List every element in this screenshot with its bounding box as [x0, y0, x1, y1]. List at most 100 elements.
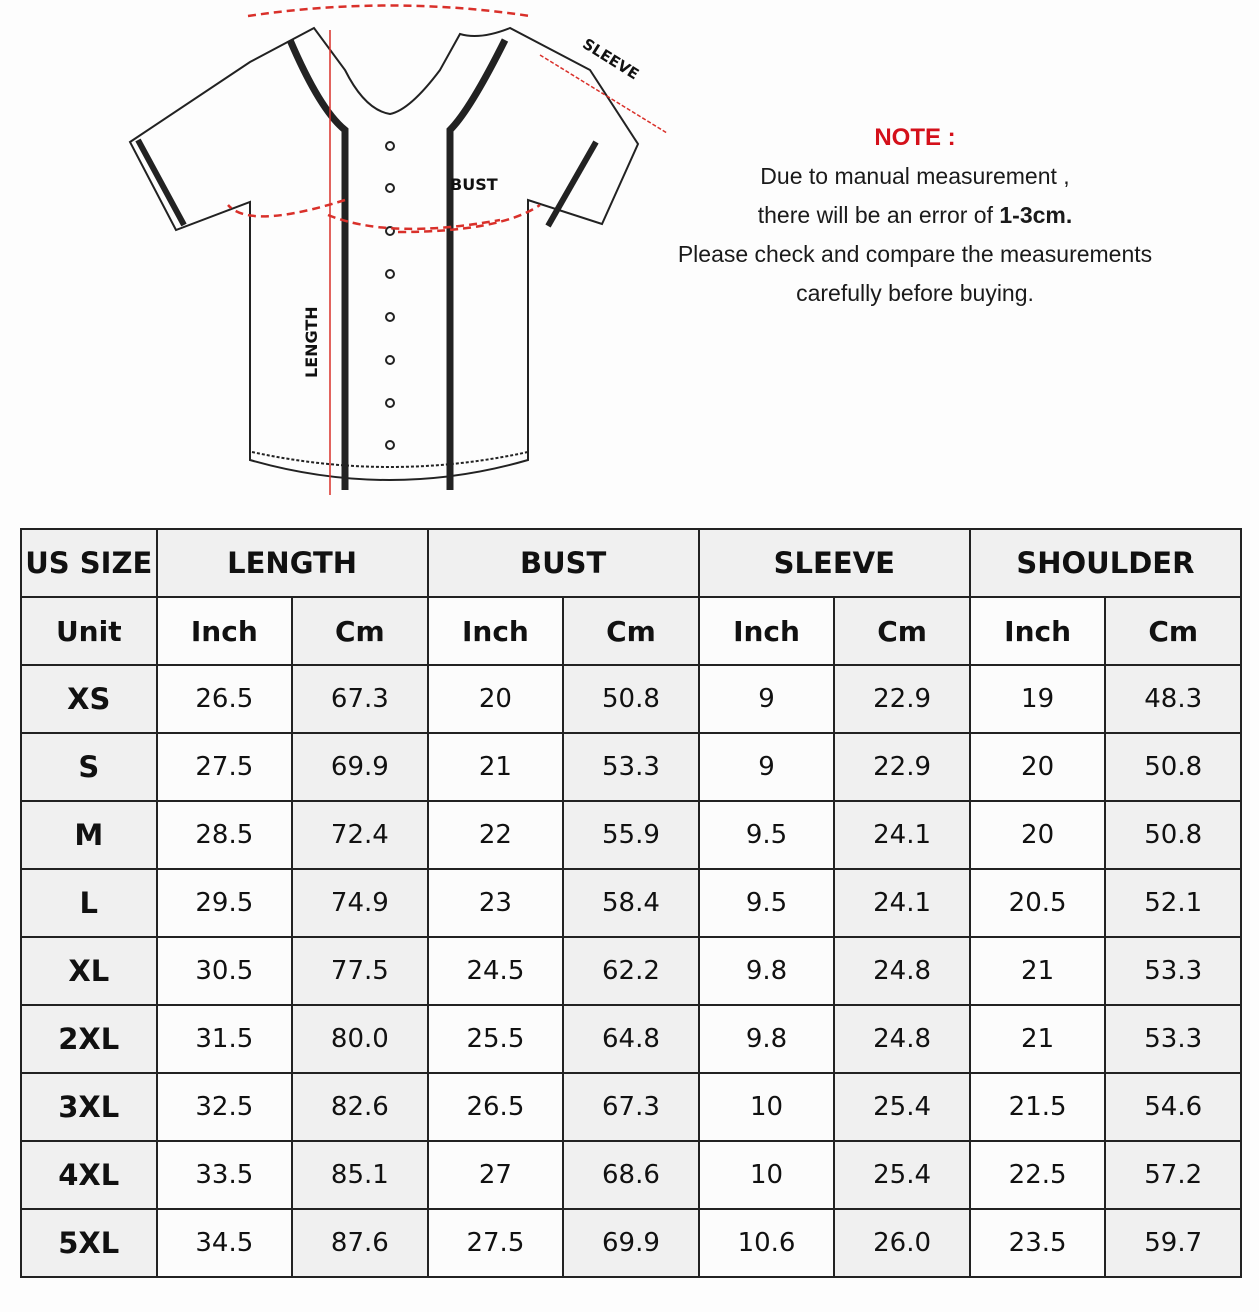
value-cell: 24.5: [426, 936, 565, 1006]
value-cell: 29.5: [155, 868, 294, 938]
value-cell: 52.1: [1104, 868, 1242, 938]
table-row: S 27.5 69.9 21 53.3 9 22.9 20 50.8: [20, 732, 1242, 802]
button-icons: [385, 141, 395, 450]
size-cell: M: [20, 800, 158, 870]
value-cell: 50.8: [1104, 800, 1242, 870]
value-cell: 22.9: [833, 664, 971, 734]
unit-cell: Cm: [291, 596, 429, 666]
value-cell: 69.9: [562, 1208, 700, 1278]
value-cell: 55.9: [562, 800, 700, 870]
value-cell: 30.5: [155, 936, 294, 1006]
value-cell: 27.5: [426, 1208, 565, 1278]
value-cell: 53.3: [562, 732, 700, 802]
value-cell: 20: [968, 800, 1107, 870]
note-line: carefully before buying.: [796, 280, 1034, 306]
size-cell: 5XL: [20, 1208, 158, 1278]
value-cell: 31.5: [155, 1004, 294, 1074]
table-row: L 29.5 74.9 23 58.4 9.5 24.1 20.5 52.1: [20, 868, 1242, 938]
size-cell: 4XL: [20, 1140, 158, 1210]
note-text: there will be an error of: [757, 202, 1000, 228]
value-cell: 21.5: [968, 1072, 1107, 1142]
value-cell: 24.8: [833, 1004, 971, 1074]
value-cell: 53.3: [1104, 936, 1242, 1006]
table-row: 4XL 33.5 85.1 27 68.6 10 25.4 22.5 57.2: [20, 1140, 1242, 1210]
value-cell: 27: [426, 1140, 565, 1210]
table-row: M 28.5 72.4 22 55.9 9.5 24.1 20 50.8: [20, 800, 1242, 870]
value-cell: 22.9: [833, 732, 971, 802]
unit-cell: Cm: [562, 596, 700, 666]
note-title: NOTE :: [874, 124, 956, 151]
value-cell: 48.3: [1104, 664, 1242, 734]
value-cell: 54.6: [1104, 1072, 1242, 1142]
value-cell: 62.2: [562, 936, 700, 1006]
value-cell: 22.5: [968, 1140, 1107, 1210]
header-cell: US SIZE: [20, 528, 158, 598]
error-range: 1-3cm.: [999, 202, 1073, 228]
value-cell: 19: [968, 664, 1107, 734]
value-cell: 24.8: [833, 936, 971, 1006]
size-cell: 3XL: [20, 1072, 158, 1142]
value-cell: 23: [426, 868, 565, 938]
size-cell: XL: [20, 936, 158, 1006]
length-label: LENGTH: [302, 306, 321, 378]
value-cell: 82.6: [291, 1072, 429, 1142]
value-cell: 9: [697, 732, 836, 802]
value-cell: 21: [426, 732, 565, 802]
value-cell: 85.1: [291, 1140, 429, 1210]
value-cell: 21: [968, 1004, 1107, 1074]
value-cell: 58.4: [562, 868, 700, 938]
unit-cell: Inch: [426, 596, 565, 666]
shirt-outline: [128, 26, 640, 490]
value-cell: 68.6: [562, 1140, 700, 1210]
note-line: there will be an error of 1-3cm.: [620, 196, 1210, 235]
header-cell: SLEEVE: [697, 528, 971, 598]
unit-cell: Inch: [697, 596, 836, 666]
value-cell: 50.8: [562, 664, 700, 734]
note-box: NOTE : Due to manual measurement , there…: [620, 118, 1210, 313]
value-cell: 69.9: [291, 732, 429, 802]
bust-label: BUST: [450, 175, 498, 194]
shirt-diagram: SLEEVE BUST LENGTH: [128, 4, 668, 495]
value-cell: 57.2: [1104, 1140, 1242, 1210]
value-cell: 22: [426, 800, 565, 870]
measurement-lines: [227, 4, 668, 495]
table-row: XS 26.5 67.3 20 50.8 9 22.9 19 48.3: [20, 664, 1242, 734]
unit-cell: Unit: [20, 596, 158, 666]
value-cell: 25.4: [833, 1140, 971, 1210]
header-cell: SHOULDER: [968, 528, 1243, 598]
value-cell: 9.8: [697, 1004, 836, 1074]
value-cell: 26.0: [833, 1208, 971, 1278]
value-cell: 20: [426, 664, 565, 734]
value-cell: 26.5: [155, 664, 294, 734]
value-cell: 10: [697, 1072, 836, 1142]
unit-row: Unit Inch Cm Inch Cm Inch Cm Inch Cm: [20, 596, 1242, 666]
value-cell: 33.5: [155, 1140, 294, 1210]
value-cell: 67.3: [291, 664, 429, 734]
value-cell: 50.8: [1104, 732, 1242, 802]
value-cell: 25.5: [426, 1004, 565, 1074]
value-cell: 27.5: [155, 732, 294, 802]
value-cell: 24.1: [833, 868, 971, 938]
value-cell: 25.4: [833, 1072, 971, 1142]
unit-cell: Cm: [833, 596, 971, 666]
value-cell: 20.5: [968, 868, 1107, 938]
value-cell: 10.6: [697, 1208, 836, 1278]
value-cell: 24.1: [833, 800, 971, 870]
note-line: Due to manual measurement ,: [760, 163, 1070, 189]
unit-cell: Cm: [1104, 596, 1242, 666]
value-cell: 20: [968, 732, 1107, 802]
value-cell: 23.5: [968, 1208, 1107, 1278]
size-table: US SIZE LENGTH BUST SLEEVE SHOULDER Unit…: [20, 528, 1243, 1278]
value-cell: 26.5: [426, 1072, 565, 1142]
value-cell: 9: [697, 664, 836, 734]
value-cell: 34.5: [155, 1208, 294, 1278]
table-row: 3XL 32.5 82.6 26.5 67.3 10 25.4 21.5 54.6: [20, 1072, 1242, 1142]
value-cell: 28.5: [155, 800, 294, 870]
size-cell: L: [20, 868, 158, 938]
size-cell: 2XL: [20, 1004, 158, 1074]
size-cell: XS: [20, 664, 158, 734]
value-cell: 64.8: [562, 1004, 700, 1074]
value-cell: 21: [968, 936, 1107, 1006]
header-cell: BUST: [426, 528, 700, 598]
